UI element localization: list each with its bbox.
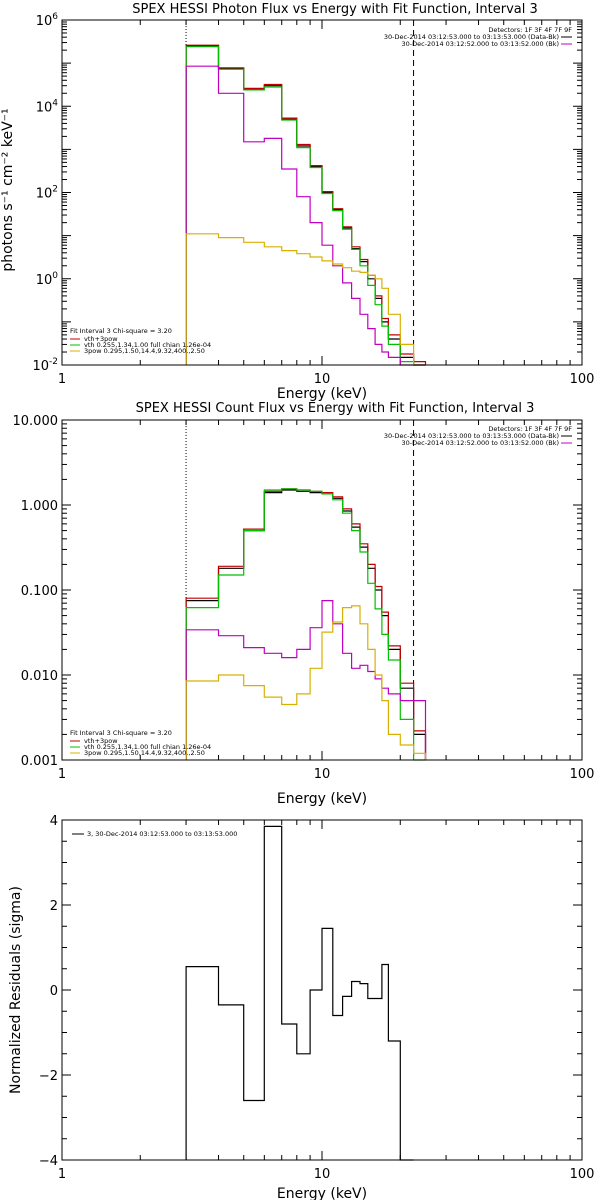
photon-flux-reference-lines [185, 20, 415, 365]
legend-entry-vth: vth 0.255,1.34,1.00 full chian 1.26e-04 [84, 743, 211, 751]
legend-entry-data-bk: 30-Dec-2014 03:12:53.000 to 03:13:53.000… [384, 432, 559, 440]
series-line-4 [185, 605, 427, 760]
y-tick-label: 10-2 [32, 357, 58, 374]
legend-entry-bk: 30-Dec-2014 03:12:52.000 to 03:13:52.000… [402, 40, 560, 48]
series-line-2 [185, 46, 426, 366]
photon-flux-legend-bottom-left: Fit Interval 3 Chi-square = 3.20 vth+3po… [70, 327, 211, 355]
residuals-plot-frame [61, 819, 583, 1161]
photon-flux-title: SPEX HESSI Photon Flux vs Energy with Fi… [132, 2, 538, 17]
legend-entry-vth-3pow: vth+3pow [84, 737, 118, 745]
y-tick-label: 106 [36, 12, 59, 29]
legend-entry-vth-3pow: vth+3pow [84, 335, 118, 343]
series-line-3 [185, 600, 427, 760]
x-tick-label: 1 [58, 1167, 66, 1182]
y-tick-label: 1.000 [21, 499, 58, 514]
y-tick-label: 10.000 [13, 414, 59, 429]
legend-entry-bk: 30-Dec-2014 03:12:52.000 to 03:13:52.000… [402, 439, 560, 447]
count-flux-series [185, 488, 427, 761]
residuals-series [185, 825, 414, 1161]
x-tick-label: 10 [314, 1167, 331, 1182]
series-line-0 [185, 489, 427, 760]
count-flux-xlabel: Energy (keV) [277, 791, 367, 807]
legend-entry-residuals: 3, 30-Dec-2014 03:12:53.000 to 03:13:53.… [87, 830, 237, 838]
legend-fit-interval: Fit Interval 3 Chi-square = 3.20 [70, 327, 172, 335]
x-tick-label: 1 [58, 767, 66, 782]
series-line-1 [185, 488, 427, 760]
photon-flux-plot-frame [61, 19, 583, 366]
photon-flux-panel: SPEX HESSI Photon Flux vs Energy with Fi… [0, 2, 594, 402]
y-tick-label: 0.010 [21, 669, 58, 684]
legend-entry-3pow: 3pow 0.295,1.50,14.4,9.32,400.,2.50 [84, 347, 205, 355]
y-tick-label: 0.100 [21, 584, 58, 599]
residuals-legend: 3, 30-Dec-2014 03:12:53.000 to 03:13:53.… [72, 830, 237, 838]
series-line-4 [185, 233, 426, 366]
photon-flux-ylabel: photons s⁻¹ cm⁻² keV⁻¹ [0, 108, 16, 271]
x-tick-label: 100 [570, 767, 595, 782]
residuals-ticks: 1 10 100 −4 −2 0 2 4 [39, 814, 595, 1182]
series-line-0 [185, 45, 426, 366]
residuals-ylabel: Normalized Residuals (sigma) [8, 886, 24, 1094]
count-flux-plot-frame [61, 419, 583, 761]
residuals-xlabel: Energy (keV) [277, 1186, 367, 1200]
residuals-panel: Energy (keV) Normalized Residuals (sigma… [8, 814, 594, 1200]
y-tick-label: 100 [36, 271, 59, 288]
x-tick-label: 10 [314, 767, 331, 782]
y-tick-label: 0 [50, 984, 58, 999]
legend-detectors: Detectors: 1F 3F 4F 7F 9F [488, 425, 572, 433]
x-tick-label: 1 [58, 372, 66, 387]
series-line-0 [185, 825, 414, 1161]
y-tick-label: 104 [36, 98, 59, 115]
legend-fit-interval: Fit Interval 3 Chi-square = 3.20 [70, 729, 172, 737]
photon-flux-ticks: 1 10 100 10-2 100 102 104 106 [32, 12, 594, 387]
photon-flux-series [185, 44, 427, 366]
legend-detectors: Detectors: 1F 3F 4F 7F 9F [488, 26, 572, 34]
count-flux-panel: SPEX HESSI Count Flux vs Energy with Fit… [13, 401, 595, 807]
y-tick-label: 0.001 [21, 754, 58, 769]
x-tick-label: 100 [570, 372, 595, 387]
x-tick-label: 10 [314, 372, 331, 387]
count-flux-legend-top-right: Detectors: 1F 3F 4F 7F 9F 30-Dec-2014 03… [384, 425, 572, 447]
x-tick-label: 100 [570, 1167, 595, 1182]
y-tick-label: −2 [39, 1069, 58, 1084]
legend-entry-vth: vth 0.255,1.34,1.00 full chian 1.26e-04 [84, 341, 211, 349]
legend-entry-data-bk: 30-Dec-2014 03:12:53.000 to 03:13:53.000… [384, 33, 559, 41]
count-flux-title: SPEX HESSI Count Flux vs Energy with Fit… [136, 401, 535, 416]
legend-entry-3pow: 3pow 0.295,1.50,14.4,9.32,400.,2.50 [84, 749, 205, 757]
series-line-3 [185, 65, 426, 366]
y-tick-label: −4 [39, 1154, 58, 1169]
photon-flux-xlabel: Energy (keV) [277, 386, 367, 402]
series-line-2 [185, 488, 426, 761]
y-tick-label: 102 [36, 185, 58, 202]
y-tick-label: 4 [50, 814, 58, 829]
count-flux-ticks: 1 10 100 0.001 0.010 0.100 1.000 10.000 [13, 414, 595, 782]
y-tick-label: 2 [50, 899, 58, 914]
count-flux-legend-bottom-left: Fit Interval 3 Chi-square = 3.20 vth+3po… [70, 729, 211, 757]
photon-flux-legend-top-right: Detectors: 1F 3F 4F 7F 9F 30-Dec-2014 03… [384, 26, 572, 48]
